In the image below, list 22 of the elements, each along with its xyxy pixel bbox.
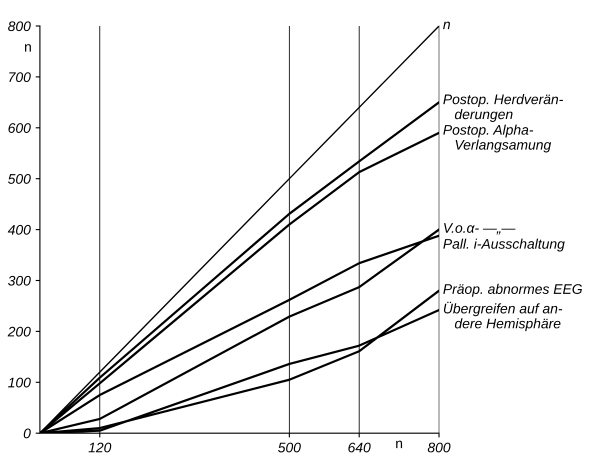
y-tick-label: 800 — [8, 21, 31, 32]
x-axis-title: n — [396, 440, 402, 448]
y-tick-label: 400 — [8, 224, 31, 235]
x-tick-label: 500 — [278, 442, 301, 452]
y-tick-label: 300 — [8, 276, 31, 286]
series-label: Präop. abnormes EEG — [443, 284, 582, 297]
y-tick-label: 100 — [8, 378, 31, 388]
y-tick-label: 200 — [8, 326, 31, 337]
y-axis-title: n — [25, 44, 31, 52]
series-label: n — [443, 22, 450, 30]
y-tick-label: 700 — [9, 72, 31, 82]
series-label: Postop. Alpha- Verlangsamung — [443, 124, 552, 152]
series-label: Pall. i-Ausschaltung — [443, 238, 565, 252]
x-tick-label: 800 — [428, 442, 450, 452]
y-tick-label: 0 — [24, 428, 31, 438]
y-tick-label: 600 — [8, 123, 31, 133]
series-label: Postop. Herdverän- derungen — [443, 94, 563, 122]
x-tick-label: 640 — [348, 442, 371, 452]
y-tick-label: 500 — [8, 174, 31, 184]
series-label: Übergreifen auf an- dere Hemisphäre — [444, 302, 562, 332]
x-tick-label: 120 — [88, 442, 112, 452]
series-label: V.o.α- —„— — [444, 223, 516, 235]
